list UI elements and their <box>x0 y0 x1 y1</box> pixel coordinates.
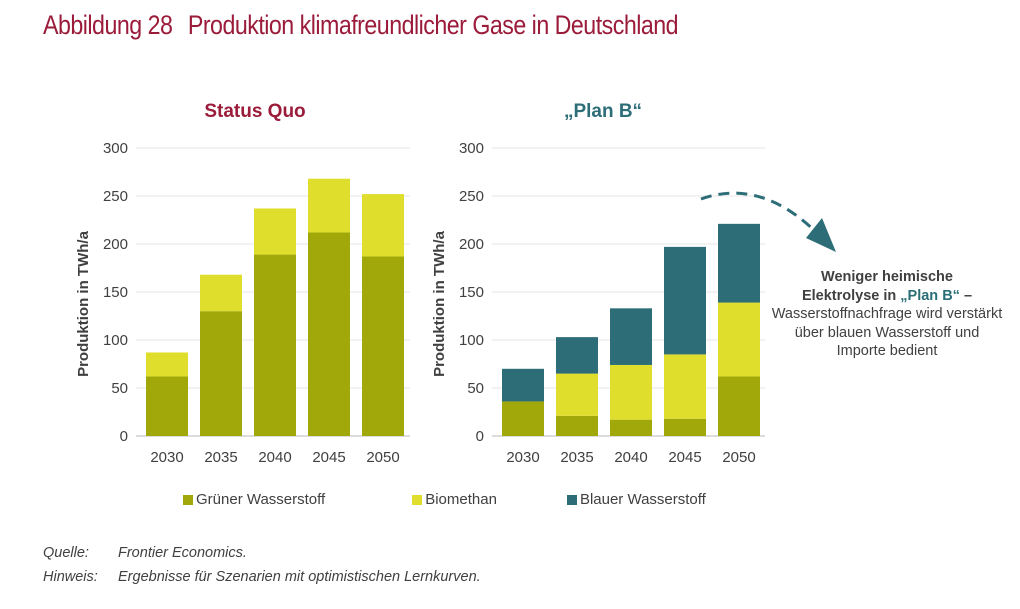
y-axis-label: Produktion in TWh/a <box>431 230 448 376</box>
x-tick-label: 2045 <box>312 449 345 466</box>
y-tick-label: 150 <box>103 284 128 301</box>
bar-green-hydrogen-2030 <box>146 376 188 436</box>
note-value: Ergebnisse für Szenarien mit optimistisc… <box>118 569 481 585</box>
bar-green-hydrogen-2050 <box>362 256 404 436</box>
x-tick-label: 2030 <box>150 449 183 466</box>
bar-biomethane-2050 <box>718 302 760 377</box>
annotation-bold-2: Elektrolyse in <box>801 287 901 304</box>
legend-swatch-green-hydrogen <box>183 494 193 505</box>
x-tick-label: 2035 <box>204 449 237 466</box>
legend-item-blue-hydrogen: Blauer Wasserstoff <box>566 491 706 508</box>
x-tick-label: 2045 <box>668 449 701 466</box>
bar-green-hydrogen-2030 <box>502 401 544 436</box>
x-tick-label: 2030 <box>506 449 539 466</box>
figure-number: Abbildung 28 <box>43 10 173 40</box>
chart-plan-b: „Plan B“ 0 50 100 150 200 250 300 Produktion in … <box>431 101 765 466</box>
dashed-arrow <box>700 191 836 252</box>
y-tick-label: 250 <box>459 188 484 205</box>
note-hint: Hinweis: Ergebnisse für Szenarien mit op… <box>43 565 481 589</box>
note-source: Quelle: Frontier Economics. <box>43 541 481 565</box>
bar-biomethane-2040 <box>610 364 652 420</box>
annotation-bold-1: Weniger heimische <box>821 269 953 285</box>
bar-blue-hydrogen-2035 <box>556 337 598 374</box>
chart-title: Status Quo <box>204 101 305 122</box>
y-tick-label: 100 <box>103 332 128 349</box>
legend-swatch-biomethane <box>412 494 423 505</box>
arrow-head-icon <box>806 218 836 252</box>
dashed-arrow-path <box>700 191 818 234</box>
figure-title: Abbildung 28 Produktion klimafreundlicher… <box>43 10 679 41</box>
figure-title-text: Produktion klimafreundlicher Gase in Deu… <box>187 10 679 40</box>
bar-green-hydrogen-2045 <box>308 232 350 436</box>
y-axis-label: Produktion in TWh/a <box>75 230 92 376</box>
bar-biomethane-2040 <box>254 208 296 255</box>
legend-swatch-blue-hydrogen <box>566 494 577 505</box>
bar-green-hydrogen-2045 <box>664 418 706 436</box>
annotation-highlight: „Plan B“ <box>900 287 960 304</box>
legend-label: Blauer Wasserstoff <box>579 491 706 508</box>
legend-item-biomethane: Biomethan <box>412 491 497 508</box>
bar-biomethane-2045 <box>664 354 706 419</box>
bar-biomethane-2035 <box>556 373 598 416</box>
y-tick-label: 0 <box>120 428 128 445</box>
legend-label: Grüner Wasserstoff <box>196 491 326 508</box>
bar-blue-hydrogen-2045 <box>664 246 706 355</box>
x-tick-label: 2050 <box>366 449 399 466</box>
bar-blue-hydrogen-2050 <box>718 223 760 303</box>
y-tick-label: 100 <box>459 332 484 349</box>
bar-blue-hydrogen-2040 <box>610 308 652 365</box>
note-key: Hinweis: <box>43 569 98 585</box>
chart-title: „Plan B“ <box>564 101 642 122</box>
note-value: Frontier Economics. <box>118 545 247 561</box>
y-tick-label: 0 <box>476 428 484 445</box>
y-tick-label: 50 <box>111 380 128 397</box>
figure-notes: Quelle: Frontier Economics. Hinweis: Erg… <box>43 541 481 589</box>
y-tick-label: 250 <box>103 188 128 205</box>
bar-green-hydrogen-2050 <box>718 376 760 436</box>
y-tick-label: 200 <box>103 236 128 253</box>
bar-green-hydrogen-2040 <box>254 254 296 436</box>
x-tick-label: 2035 <box>560 449 593 466</box>
bar-green-hydrogen-2040 <box>610 419 652 436</box>
legend: Grüner Wasserstoff Biomethan Blauer Wass… <box>183 491 706 508</box>
bar-green-hydrogen-2035 <box>200 311 242 436</box>
x-tick-label: 2050 <box>722 449 755 466</box>
y-tick-label: 300 <box>459 140 484 157</box>
bar-biomethane-2035 <box>200 274 242 312</box>
bar-biomethane-2030 <box>146 352 188 377</box>
x-tick-label: 2040 <box>258 449 291 466</box>
annotation-text: Weniger heimische Elektrolyse in „Plan B… <box>771 268 1003 361</box>
bar-blue-hydrogen-2030 <box>502 368 544 402</box>
legend-label: Biomethan <box>425 491 497 508</box>
annotation-bold-3: – <box>959 287 973 304</box>
legend-item-green-hydrogen: Grüner Wasserstoff <box>183 491 325 508</box>
bar-biomethane-2050 <box>362 194 404 257</box>
annotation-body: Wasserstoffnachfrage wird verstärkt über… <box>771 306 1003 359</box>
y-tick-label: 300 <box>103 140 128 157</box>
bar-biomethane-2045 <box>308 178 350 233</box>
note-key: Quelle: <box>43 545 89 561</box>
y-tick-label: 150 <box>459 284 484 301</box>
y-tick-label: 200 <box>459 236 484 253</box>
x-tick-label: 2040 <box>614 449 647 466</box>
chart-status-quo: Status Quo 0 50 100 150 200 250 300 Produktion i… <box>75 101 410 466</box>
bar-green-hydrogen-2035 <box>556 415 598 436</box>
y-tick-label: 50 <box>467 380 484 397</box>
